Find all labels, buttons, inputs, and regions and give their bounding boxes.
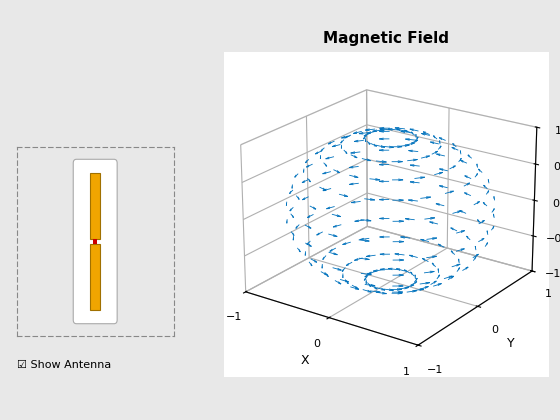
Text: ☑ Show Antenna: ☑ Show Antenna	[17, 360, 111, 370]
Bar	[94, 239, 97, 244]
X-axis label: X: X	[301, 354, 309, 367]
Y-axis label: Y: Y	[507, 337, 515, 350]
Bar	[91, 244, 100, 310]
FancyBboxPatch shape	[73, 159, 117, 324]
Title: Magnetic Field: Magnetic Field	[323, 32, 449, 47]
Bar	[91, 173, 100, 239]
